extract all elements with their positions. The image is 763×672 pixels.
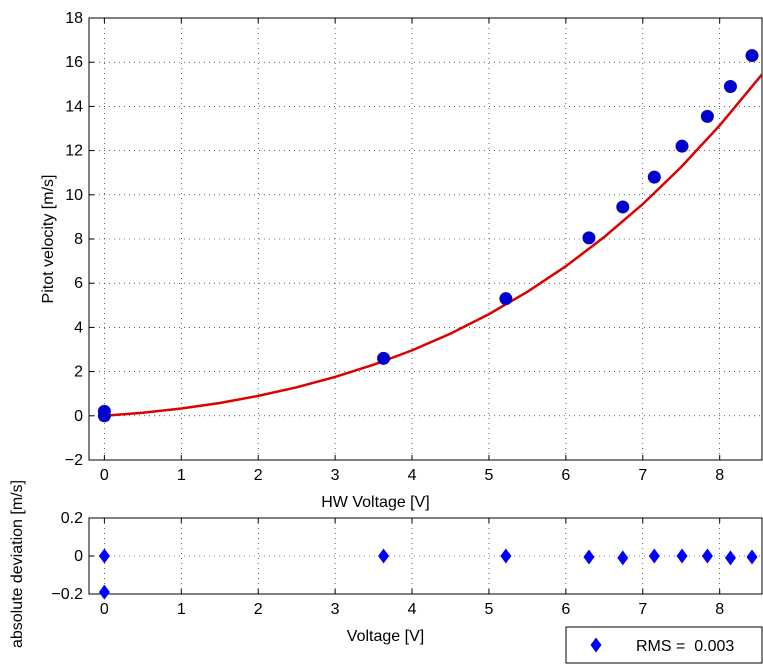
y-tick-label: 10	[65, 187, 83, 204]
deviation-plot-frame	[88, 517, 763, 595]
velocity-y-axis-label: Pitot velocity [m/s]	[40, 175, 57, 304]
deviation-point	[583, 549, 595, 565]
deviation-x-axis-label: Voltage [V]	[347, 628, 424, 645]
deviation-point	[98, 548, 110, 564]
x-tick-label: 4	[408, 467, 417, 484]
velocity-plot-frame	[88, 17, 763, 461]
deviation-tick-labels: 0 1 2 3 4 5 6 7 8 −0.2 0 0.2	[51, 510, 724, 618]
data-point	[377, 351, 391, 365]
x-tick-label: 1	[177, 467, 186, 484]
deviation-point	[746, 549, 758, 565]
y-tick-label: 18	[65, 10, 83, 27]
deviation-point	[724, 550, 736, 566]
x-tick-label: 0	[100, 467, 109, 484]
deviation-y-axis-label: absolute deviation [m/s]	[9, 480, 26, 648]
y-tick-label: 4	[74, 319, 83, 336]
x-tick-label: 2	[254, 467, 263, 484]
legend-label: RMS = 0.003	[636, 638, 734, 655]
x-tick-label: 6	[561, 601, 570, 618]
y-tick-label: 0	[74, 548, 83, 565]
y-tick-label: 2	[74, 364, 83, 381]
legend: RMS = 0.003	[565, 626, 763, 664]
deviation-grid	[89, 517, 762, 595]
data-point	[616, 200, 630, 214]
x-tick-label: 2	[254, 601, 263, 618]
deviation-point	[378, 548, 390, 564]
deviation-point	[648, 548, 660, 564]
data-point	[700, 109, 714, 123]
deviation-point	[676, 548, 688, 564]
x-tick-label: 0	[100, 601, 109, 618]
y-tick-label: 8	[74, 231, 83, 248]
data-point	[745, 49, 759, 63]
x-tick-label: 6	[561, 467, 570, 484]
x-tick-label: 5	[485, 601, 494, 618]
fit-curve-layer	[104, 73, 762, 418]
velocity-grid	[89, 17, 762, 461]
deviation-point	[98, 584, 110, 600]
deviation-plot: 0 1 2 3 4 5 6 7 8 −0.2 0 0.2 Voltage [V] absolute d…	[9, 480, 763, 664]
data-point	[97, 409, 111, 423]
x-tick-label: 8	[715, 467, 724, 484]
x-tick-label: 1	[177, 601, 186, 618]
velocity-x-axis-label: HW Voltage [V]	[321, 494, 430, 511]
legend-diamond-marker	[590, 637, 602, 653]
deviation-point	[500, 548, 512, 564]
fit-curve	[104, 73, 762, 418]
y-tick-label: 12	[65, 143, 83, 160]
x-tick-label: 8	[715, 601, 724, 618]
data-point	[499, 292, 513, 306]
y-tick-label: 16	[65, 54, 83, 71]
y-tick-label: 0.2	[61, 510, 83, 527]
data-point	[723, 80, 737, 94]
y-tick-label: 14	[65, 98, 83, 115]
data-point	[582, 231, 596, 245]
deviation-point	[617, 550, 629, 566]
x-tick-label: 3	[331, 601, 340, 618]
deviation-points	[98, 548, 758, 600]
velocity-points	[97, 49, 759, 423]
y-tick-label: −2	[65, 452, 83, 469]
y-tick-label: 0	[74, 408, 83, 425]
x-tick-label: 5	[485, 467, 494, 484]
x-tick-label: 7	[638, 601, 647, 618]
deviation-point	[701, 548, 713, 564]
y-tick-label: 6	[74, 275, 83, 292]
data-point	[675, 139, 689, 153]
x-tick-label: 7	[638, 467, 647, 484]
x-tick-label: 4	[408, 601, 417, 618]
y-tick-label: −0.2	[51, 586, 83, 603]
x-tick-label: 3	[331, 467, 340, 484]
data-point	[647, 170, 661, 184]
